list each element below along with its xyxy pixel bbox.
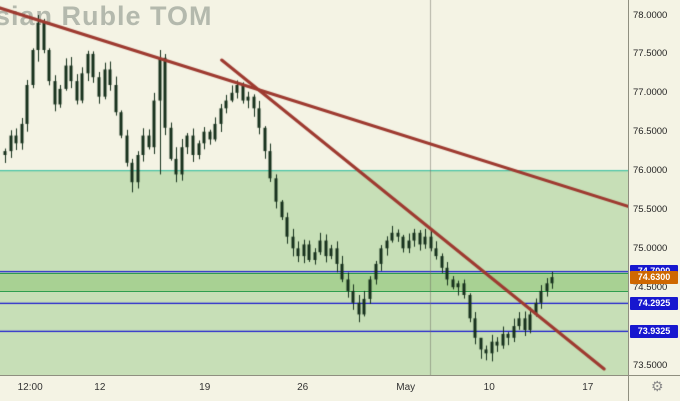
axis-corner: ⚙ [629,376,680,401]
time-tick: 12:00 [17,382,43,393]
price-tick: 77.5000 [633,48,668,60]
axis-horizontal-separator [0,375,680,376]
price-tick: 75.0000 [633,242,668,254]
settings-gear-icon[interactable]: ⚙ [651,378,664,394]
price-axis[interactable]: 78.0000 77.5000 77.0000 76.5000 76.0000 75.50… [629,0,680,375]
price-tick: 73.5000 [633,359,668,371]
last-price-label[interactable]: 74.6300 [630,270,678,284]
price-level-label[interactable]: 74.2925 [630,296,678,310]
time-tick: May [396,382,416,393]
time-tick: 17 [582,382,594,393]
time-tick: 10 [483,382,495,393]
candlestick-chart[interactable] [0,0,628,375]
price-tick: 78.0000 [633,9,668,21]
price-tick: 77.0000 [633,87,668,99]
time-tick: 12 [94,382,106,393]
time-tick: 26 [297,382,309,393]
axis-vertical-separator [628,0,629,401]
time-axis[interactable]: 12:00 12 19 26 May 10 17 [0,376,628,401]
price-tick: 74.5000 [633,281,668,293]
price-tick: 76.5000 [633,126,668,138]
time-tick: 19 [199,382,211,393]
chart-plot-area: sian Ruble TOM [0,0,628,375]
price-tick: 75.5000 [633,203,668,215]
price-level-label[interactable]: 73.9325 [630,324,678,338]
price-tick: 76.0000 [633,165,668,177]
